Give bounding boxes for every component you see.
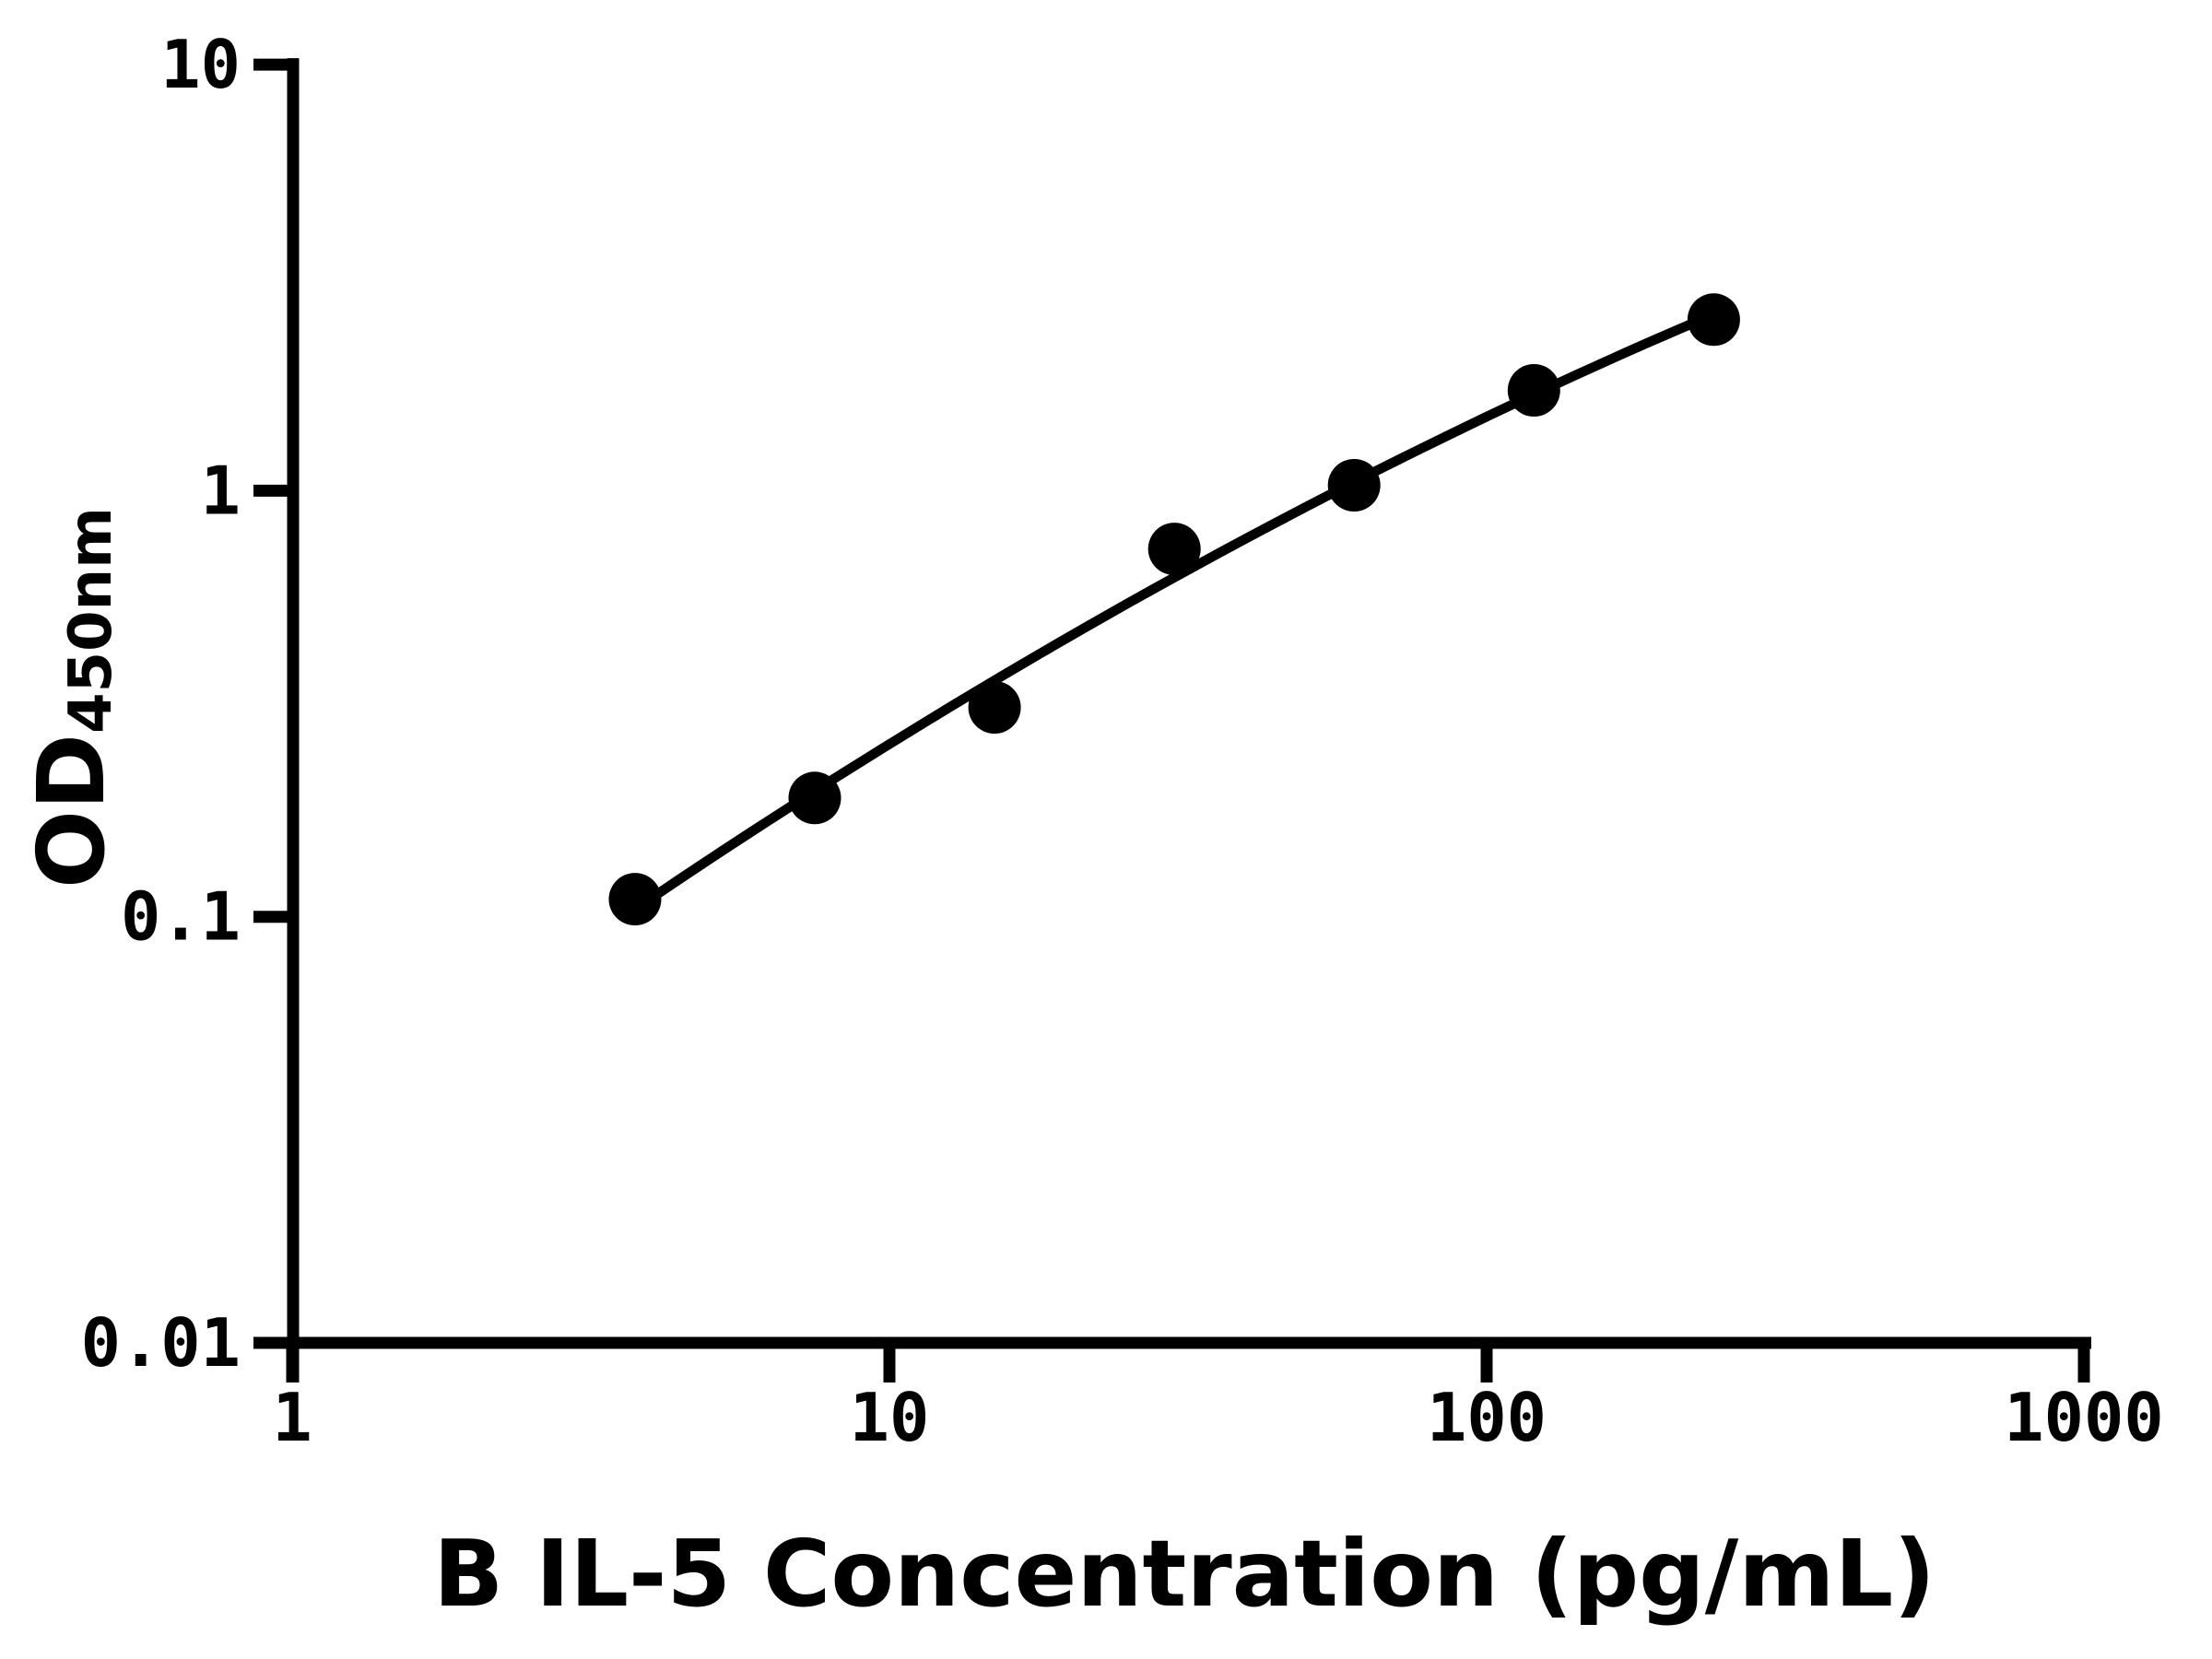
x-tick-label-100: 100 (1427, 1379, 1547, 1456)
plot-area (608, 293, 1740, 926)
x-tick-label-10: 10 (850, 1379, 930, 1456)
y-axis-title-main: OD (18, 734, 125, 888)
y-axis-title: OD450nm (18, 507, 125, 888)
y-axis-title-subscript: 450nm (57, 507, 125, 734)
x-axis-title: B IL-5 Concentration (pg/mL) (433, 1520, 1936, 1628)
data-point-60pgml (1327, 459, 1381, 512)
data-point-120pgml (1507, 364, 1560, 417)
axes: 10 1 0.1 0.01 1 10 100 1000 (81, 26, 2164, 1456)
data-point-240pgml (1687, 293, 1740, 347)
data-point-7.5pgml (788, 771, 841, 825)
x-tick-label-1: 1 (272, 1379, 312, 1456)
y-tick-label-1: 1 (201, 452, 241, 529)
y-tick-label-10: 10 (160, 26, 241, 103)
y-tick-label-0.01: 0.01 (81, 1304, 241, 1382)
data-point-30pgml (1147, 523, 1201, 576)
data-point-3.75pgml (608, 873, 662, 926)
y-tick-label-0.1: 0.1 (121, 878, 241, 956)
data-point-15pgml (968, 681, 1021, 734)
x-tick-label-1000: 1000 (2004, 1379, 2163, 1456)
